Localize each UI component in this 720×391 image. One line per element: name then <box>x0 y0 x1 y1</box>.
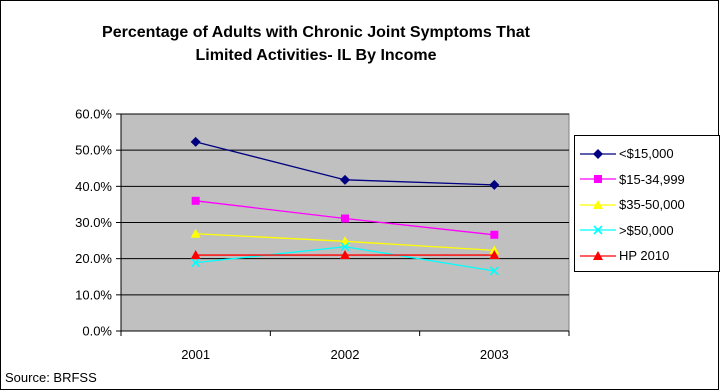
data-point-series-5 <box>340 250 350 260</box>
legend-swatch <box>580 148 616 159</box>
legend-marker <box>593 225 603 235</box>
legend-item: HP 2010 <box>575 243 719 269</box>
data-point-series-4 <box>489 266 499 276</box>
data-point-series-2 <box>490 230 499 239</box>
legend-label: HP 2010 <box>619 248 670 264</box>
data-point-series-2 <box>191 196 200 205</box>
legend-swatch <box>580 250 616 260</box>
x-tick-label: 2001 <box>181 347 210 362</box>
legend-label: >$50,000 <box>619 222 674 238</box>
legend-marker <box>593 250 603 260</box>
data-point-series-3 <box>190 228 201 238</box>
legend-label: <$15,000 <box>619 146 674 162</box>
legend: <$15,000 $15-34,999 $35-50,000 >$50,000 HP 2… <box>574 135 720 272</box>
data-point-series-2 <box>341 214 349 223</box>
y-tick-label: 20.0% <box>75 251 112 266</box>
data-point-series-5 <box>489 250 500 260</box>
y-tick-label: 40.0% <box>75 179 112 194</box>
legend-label: $15-34,999 <box>619 171 685 187</box>
chart-title: Percentage of Adults with Chronic Joint … <box>61 21 571 67</box>
data-point-series-5 <box>190 250 201 260</box>
y-tick-label: 10.0% <box>75 287 112 302</box>
x-tick-label: 2002 <box>331 347 360 362</box>
legend-label: $35-50,000 <box>619 197 685 213</box>
data-point-series-3 <box>489 245 500 255</box>
y-tick-label: 0.0% <box>82 324 112 339</box>
legend-marker <box>594 175 602 184</box>
chart-title-line-1: Percentage of Adults with Chronic Joint … <box>102 24 530 41</box>
y-tick-label: 30.0% <box>75 215 112 230</box>
legend-item: <$15,000 <box>575 141 719 167</box>
legend-item: >$50,000 <box>575 218 719 244</box>
chart-title-line-2: Limited Activities- IL By Income <box>195 47 437 64</box>
legend-swatch <box>580 175 616 184</box>
y-tick-label: 50.0% <box>75 143 112 158</box>
data-point-series-4 <box>340 242 350 252</box>
legend-swatch <box>580 199 616 209</box>
data-point-series-1 <box>340 174 350 185</box>
y-tick-label: 60.0% <box>75 107 112 122</box>
legend-marker <box>593 148 603 159</box>
source-note: Source: BRFSS <box>5 370 97 385</box>
legend-marker <box>593 199 603 209</box>
x-tick-label: 2003 <box>480 347 509 362</box>
data-point-series-1 <box>190 136 201 147</box>
data-point-series-4 <box>191 258 201 268</box>
legend-swatch <box>580 225 616 235</box>
legend-item: $15-34,999 <box>575 167 719 193</box>
data-point-series-1 <box>489 179 500 190</box>
data-point-series-3 <box>340 236 350 246</box>
legend-item: $35-50,000 <box>575 192 719 218</box>
